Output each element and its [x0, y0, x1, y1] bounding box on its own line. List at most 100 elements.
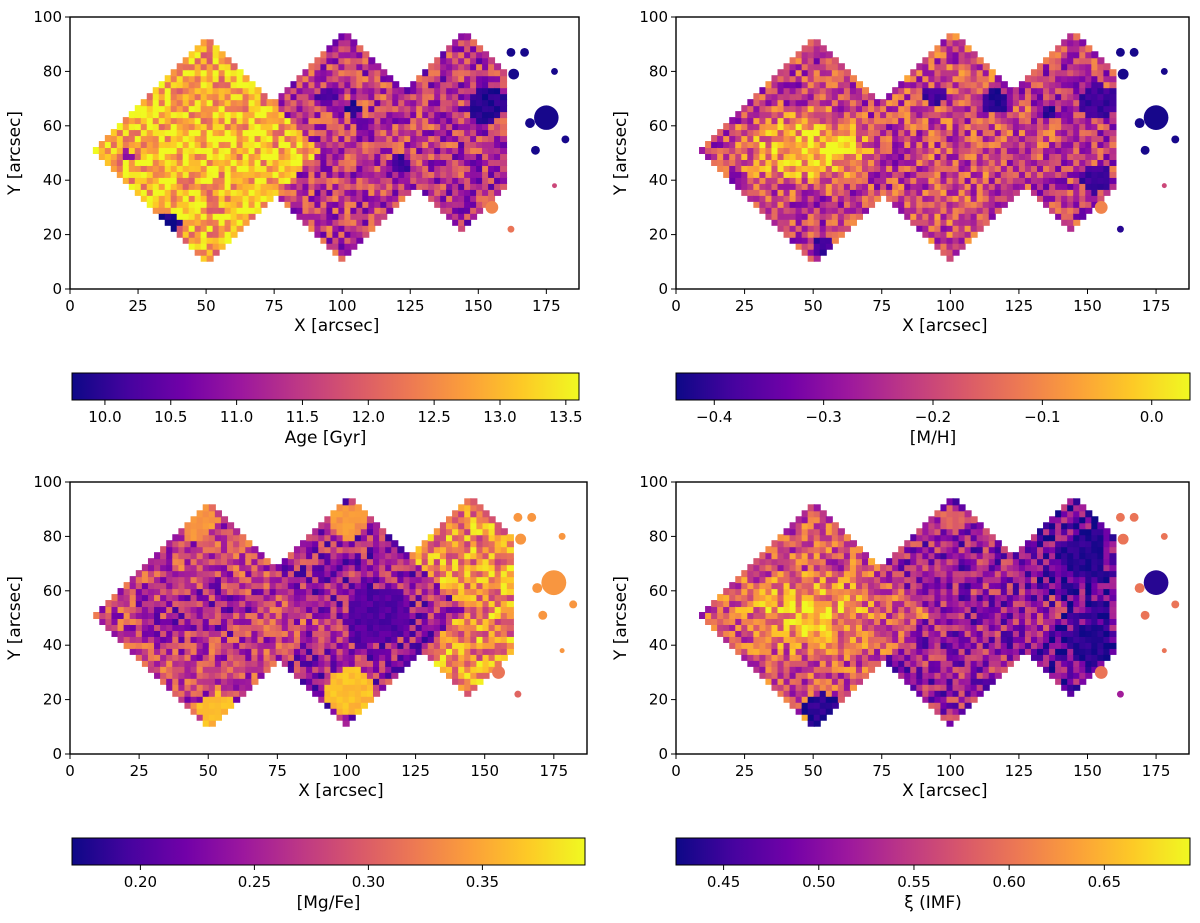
map-cell — [416, 176, 424, 184]
map-cell — [397, 653, 405, 661]
map-cell — [970, 224, 978, 232]
map-cell — [416, 105, 424, 113]
map-cell — [350, 81, 358, 89]
map-cell — [1067, 105, 1075, 113]
map-cell — [284, 123, 292, 131]
map-cell — [236, 105, 244, 113]
map-cell — [976, 224, 984, 232]
map-cell — [940, 51, 948, 59]
map-cell — [190, 546, 198, 554]
map-cell — [248, 129, 256, 137]
map-cell — [128, 141, 136, 149]
map-cell — [964, 105, 972, 113]
map-cell — [783, 117, 791, 125]
map-cell — [1067, 164, 1075, 172]
map-cell — [326, 51, 334, 59]
map-cell — [964, 57, 972, 65]
map-cell — [233, 623, 241, 631]
map-cell — [194, 242, 202, 250]
map-cell — [482, 87, 490, 95]
map-cell — [500, 69, 508, 77]
map-cell — [988, 93, 996, 101]
map-cell — [338, 123, 346, 131]
map-cell — [220, 588, 229, 596]
map-cell — [464, 582, 472, 590]
map-cell — [403, 629, 411, 637]
map-cell — [934, 57, 942, 65]
map-cell — [1091, 117, 1099, 125]
map-cell — [446, 623, 454, 631]
map-cell — [482, 63, 490, 71]
map-cell — [281, 570, 289, 578]
map-cell — [141, 582, 149, 590]
map-cell — [366, 683, 375, 691]
map-cell — [904, 135, 912, 143]
map-cell — [825, 176, 833, 184]
map-cell — [982, 158, 990, 166]
map-cell — [368, 194, 376, 202]
map-cell — [348, 635, 356, 643]
map-cell — [170, 194, 178, 202]
map-cell — [1097, 117, 1105, 125]
map-cell — [360, 588, 368, 596]
map-cell — [488, 182, 496, 190]
map-cell — [188, 206, 196, 214]
map-cell — [1055, 141, 1063, 149]
map-cell — [464, 141, 472, 149]
map-cell — [753, 99, 761, 107]
map-cell — [194, 111, 202, 119]
map-cell — [488, 123, 496, 131]
map-cell — [1067, 194, 1075, 202]
map-cell — [368, 81, 376, 89]
map-cell — [976, 81, 984, 89]
map-cell — [837, 81, 845, 89]
map-cell — [348, 600, 356, 608]
map-cell — [1043, 111, 1051, 119]
map-cell — [110, 153, 118, 160]
map-cell — [233, 618, 241, 625]
map-cell — [789, 141, 797, 149]
map-cell — [1024, 123, 1032, 131]
map-cell — [946, 93, 954, 101]
map-cell — [230, 93, 238, 101]
map-cell — [892, 147, 900, 155]
map-cell — [251, 558, 259, 566]
map-cell — [976, 75, 984, 83]
map-cell — [260, 123, 268, 131]
map-cell — [813, 206, 821, 214]
map-cell — [233, 641, 241, 649]
map-cell — [759, 129, 767, 137]
map-cell — [1055, 45, 1063, 53]
source-blob — [506, 47, 516, 57]
map-cell — [723, 147, 731, 155]
map-cell — [494, 87, 502, 95]
map-cell — [293, 659, 302, 667]
map-cell — [178, 683, 186, 691]
map-cell — [868, 99, 876, 107]
map-cell — [789, 135, 797, 143]
map-cell — [160, 665, 168, 673]
map-cell — [296, 170, 304, 178]
map-cell — [218, 141, 226, 149]
map-cell — [312, 546, 320, 554]
map-cell — [356, 206, 364, 214]
map-cell — [795, 218, 803, 226]
map-cell — [306, 582, 314, 590]
map-cell — [290, 117, 298, 125]
map-cell — [194, 117, 202, 125]
map-cell — [260, 176, 268, 184]
map-cell — [940, 117, 948, 125]
map-cell — [735, 164, 743, 172]
map-cell — [837, 182, 845, 190]
map-cell — [123, 606, 131, 614]
map-cell — [254, 164, 262, 172]
map-cell — [801, 135, 809, 143]
map-cell — [236, 93, 244, 101]
map-cell — [293, 629, 302, 637]
map-cell — [164, 111, 172, 119]
map-cell — [831, 99, 839, 107]
map-cell — [470, 69, 478, 77]
map-cell — [494, 63, 502, 71]
map-cell — [928, 117, 936, 125]
map-cell — [843, 206, 851, 214]
